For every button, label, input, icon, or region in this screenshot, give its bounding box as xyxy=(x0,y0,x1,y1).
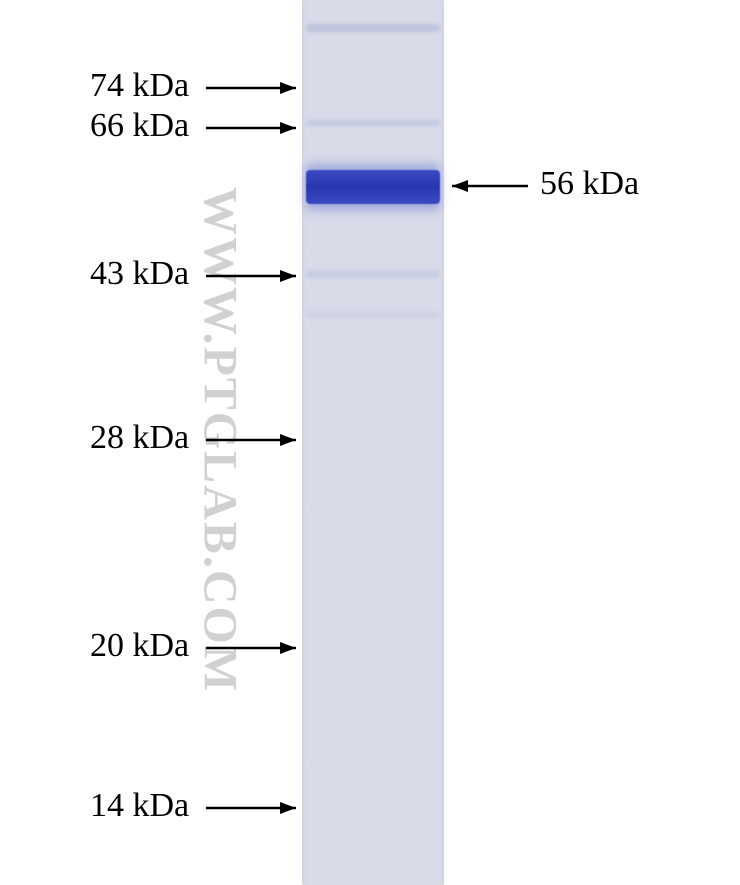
faint-band xyxy=(306,120,440,126)
target-band xyxy=(306,170,440,204)
gel-lane xyxy=(302,0,444,885)
marker-label: 66 kDa xyxy=(90,107,189,145)
watermark-text: WWW.PTGLAB.COM xyxy=(193,187,248,693)
target-label: 56 kDa xyxy=(540,165,639,203)
marker-label: 28 kDa xyxy=(90,419,189,457)
faint-band xyxy=(306,312,440,318)
faint-band xyxy=(306,270,440,278)
marker-label: 14 kDa xyxy=(90,787,189,825)
marker-label: 20 kDa xyxy=(90,627,189,665)
faint-band xyxy=(306,24,440,32)
marker-label: 74 kDa xyxy=(90,67,189,105)
marker-label: 43 kDa xyxy=(90,255,189,293)
